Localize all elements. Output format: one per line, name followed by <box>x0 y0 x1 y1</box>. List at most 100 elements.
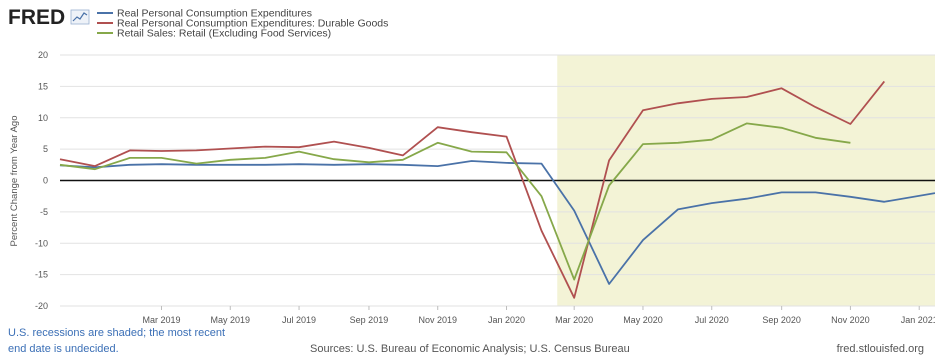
data-point[interactable] <box>641 238 645 242</box>
chart-legend: Real Personal Consumption ExpendituresRe… <box>97 8 388 40</box>
data-point[interactable] <box>469 130 473 134</box>
x-tick-label: Jul 2020 <box>695 315 729 325</box>
data-point[interactable] <box>744 196 748 200</box>
data-point[interactable] <box>436 164 440 168</box>
data-point[interactable] <box>297 162 301 166</box>
legend-label[interactable]: Real Personal Consumption Expenditures <box>117 8 312 20</box>
data-point[interactable] <box>744 95 748 99</box>
data-point[interactable] <box>572 296 576 300</box>
data-point[interactable] <box>676 207 680 211</box>
data-point[interactable] <box>813 105 817 109</box>
y-tick-label: -10 <box>35 238 48 248</box>
data-point[interactable] <box>676 101 680 105</box>
data-point[interactable] <box>744 121 748 125</box>
data-point[interactable] <box>228 163 232 167</box>
data-point[interactable] <box>228 146 232 150</box>
data-point[interactable] <box>58 157 62 161</box>
data-point[interactable] <box>297 145 301 149</box>
series-1 <box>59 159 935 286</box>
data-point[interactable] <box>332 157 336 161</box>
data-point[interactable] <box>401 158 405 162</box>
data-point[interactable] <box>332 139 336 143</box>
data-point[interactable] <box>539 229 543 233</box>
data-point[interactable] <box>436 141 440 145</box>
y-axis-ticks: -20 -15 -10 -5 0 5 10 15 20 <box>35 50 48 311</box>
fred-logo[interactable]: FRED <box>8 6 65 29</box>
data-point[interactable] <box>128 148 132 152</box>
data-point[interactable] <box>159 162 163 166</box>
data-point[interactable] <box>710 138 714 142</box>
y-tick-label: 15 <box>38 81 48 91</box>
data-point[interactable] <box>882 79 886 83</box>
data-point[interactable] <box>504 150 508 154</box>
data-point[interactable] <box>263 144 267 148</box>
data-point[interactable] <box>128 163 132 167</box>
y-tick-label: -20 <box>35 301 48 311</box>
data-point[interactable] <box>813 190 817 194</box>
y-tick-label: 5 <box>43 144 48 154</box>
data-point[interactable] <box>128 156 132 160</box>
data-point[interactable] <box>813 136 817 140</box>
fred-url-link[interactable]: fred.stlouisfed.org <box>837 343 924 355</box>
data-point[interactable] <box>710 201 714 205</box>
data-point[interactable] <box>504 134 508 138</box>
data-point[interactable] <box>779 190 783 194</box>
data-point[interactable] <box>228 158 232 162</box>
data-point[interactable] <box>401 163 405 167</box>
series-line[interactable] <box>59 160 935 285</box>
data-point[interactable] <box>607 183 611 187</box>
x-tick-label: Jul 2019 <box>282 315 316 325</box>
x-tick-label: Mar 2019 <box>142 315 180 325</box>
data-point[interactable] <box>263 156 267 160</box>
data-point[interactable] <box>159 156 163 160</box>
data-point[interactable] <box>401 153 405 157</box>
data-point[interactable] <box>194 148 198 152</box>
legend-label[interactable]: Real Personal Consumption Expenditures: … <box>117 18 388 30</box>
y-tick-label: -15 <box>35 270 48 280</box>
data-point[interactable] <box>58 163 62 167</box>
data-point[interactable] <box>332 163 336 167</box>
series-line[interactable] <box>59 80 886 299</box>
x-axis-ticks: Mar 2019 May 2019 Jul 2019 Sep 2019 Nov 2019… <box>142 306 935 325</box>
data-point[interactable] <box>848 122 852 126</box>
data-point[interactable] <box>710 97 714 101</box>
data-point[interactable] <box>367 146 371 150</box>
data-point[interactable] <box>572 277 576 281</box>
data-point[interactable] <box>848 195 852 199</box>
data-point[interactable] <box>882 200 886 204</box>
data-point[interactable] <box>436 125 440 129</box>
x-tick-label: Sep 2019 <box>350 315 389 325</box>
x-tick-label: May 2019 <box>210 315 250 325</box>
data-point[interactable] <box>469 149 473 153</box>
data-point[interactable] <box>159 149 163 153</box>
data-point[interactable] <box>607 158 611 162</box>
data-point[interactable] <box>641 142 645 146</box>
data-point[interactable] <box>641 108 645 112</box>
data-point[interactable] <box>194 161 198 165</box>
y-tick-label: 20 <box>38 50 48 60</box>
data-point[interactable] <box>297 149 301 153</box>
data-point[interactable] <box>504 161 508 165</box>
data-point[interactable] <box>367 160 371 164</box>
data-point[interactable] <box>263 163 267 167</box>
data-point[interactable] <box>539 194 543 198</box>
sources-text: Sources: U.S. Bureau of Economic Analysi… <box>310 343 630 355</box>
data-point[interactable] <box>779 86 783 90</box>
data-point[interactable] <box>779 126 783 130</box>
series-3 <box>58 121 852 281</box>
recession-note-line2: end date is undecided. <box>8 343 119 355</box>
data-point[interactable] <box>539 161 543 165</box>
data-point[interactable] <box>607 282 611 286</box>
data-point[interactable] <box>848 141 852 145</box>
y-tick-label: 10 <box>38 113 48 123</box>
data-point[interactable] <box>93 167 97 171</box>
data-point[interactable] <box>676 141 680 145</box>
legend-label[interactable]: Retail Sales: Retail (Excluding Food Ser… <box>117 28 331 40</box>
x-tick-label: Nov 2020 <box>831 315 870 325</box>
data-point[interactable] <box>469 159 473 163</box>
x-tick-label: Jan 2021 <box>901 315 935 325</box>
series-line[interactable] <box>59 122 851 281</box>
x-tick-label: Sep 2020 <box>762 315 801 325</box>
data-point[interactable] <box>572 208 576 212</box>
